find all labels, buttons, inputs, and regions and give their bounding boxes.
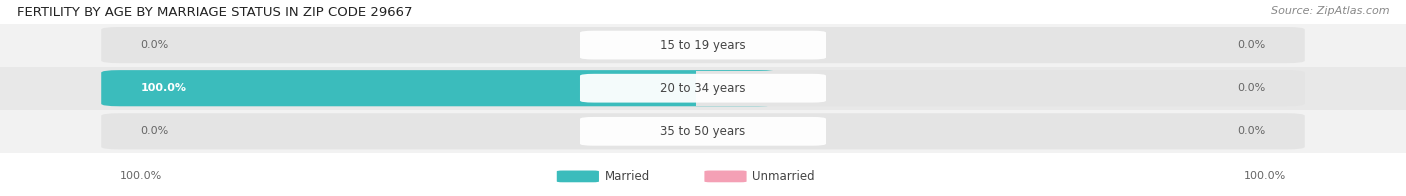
FancyBboxPatch shape [0,24,1406,67]
FancyBboxPatch shape [101,27,1305,63]
FancyBboxPatch shape [101,70,778,106]
Text: 0.0%: 0.0% [1237,126,1265,136]
FancyBboxPatch shape [101,70,1305,106]
FancyBboxPatch shape [696,71,780,106]
Text: 100.0%: 100.0% [120,171,162,181]
Text: Unmarried: Unmarried [752,170,815,183]
FancyBboxPatch shape [557,171,599,182]
FancyBboxPatch shape [581,117,825,146]
FancyBboxPatch shape [581,31,825,59]
FancyBboxPatch shape [0,67,1406,110]
Text: 0.0%: 0.0% [141,40,169,50]
Text: 100.0%: 100.0% [1244,171,1286,181]
Text: 15 to 19 years: 15 to 19 years [661,39,745,52]
Text: 20 to 34 years: 20 to 34 years [661,82,745,95]
Text: FERTILITY BY AGE BY MARRIAGE STATUS IN ZIP CODE 29667: FERTILITY BY AGE BY MARRIAGE STATUS IN Z… [17,6,412,19]
Text: Married: Married [605,170,650,183]
Text: Source: ZipAtlas.com: Source: ZipAtlas.com [1271,6,1389,16]
FancyBboxPatch shape [581,74,825,103]
Text: 35 to 50 years: 35 to 50 years [661,125,745,138]
Text: 100.0%: 100.0% [141,83,187,93]
FancyBboxPatch shape [0,110,1406,153]
FancyBboxPatch shape [704,171,747,182]
Text: 0.0%: 0.0% [141,126,169,136]
FancyBboxPatch shape [101,113,1305,149]
Text: 0.0%: 0.0% [1237,40,1265,50]
Text: 0.0%: 0.0% [1237,83,1265,93]
